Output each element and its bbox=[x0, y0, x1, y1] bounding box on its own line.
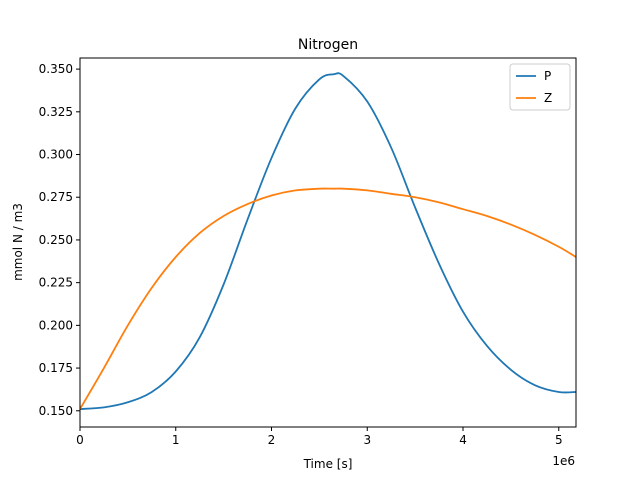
legend-label-z: Z bbox=[544, 91, 552, 105]
y-tick-label: 0.275 bbox=[39, 190, 73, 204]
x-tick-label: 0 bbox=[76, 433, 84, 447]
series-line-p bbox=[80, 72, 576, 410]
legend-box bbox=[509, 63, 571, 111]
chart-title: Nitrogen bbox=[298, 37, 358, 53]
axes-frame bbox=[79, 57, 577, 428]
y-tick-label: 0.325 bbox=[39, 105, 73, 119]
x-axis-label: Time [s] bbox=[303, 457, 353, 471]
y-tick-label: 0.300 bbox=[39, 148, 73, 162]
y-tick-label: 0.150 bbox=[39, 404, 73, 418]
plot-area: 0 1 2 3 4 5 0.150 0.175 0.200 0.225 0.250 0.275 0.30… bbox=[39, 57, 577, 447]
y-tick-label: 0.350 bbox=[39, 62, 73, 76]
y-tick-label: 0.225 bbox=[39, 276, 73, 290]
series-line-z bbox=[80, 187, 576, 410]
x-tick-label: 3 bbox=[363, 433, 371, 447]
x-axis-offset-label: 1e6 bbox=[552, 454, 575, 468]
x-tick-label: 1 bbox=[172, 433, 180, 447]
y-tick-label: 0.175 bbox=[39, 361, 73, 375]
x-tick-label: 2 bbox=[268, 433, 276, 447]
legend-label-p: P bbox=[544, 69, 551, 83]
x-tick-label: 5 bbox=[555, 433, 563, 447]
y-tick-label: 0.250 bbox=[39, 233, 73, 247]
y-axis-label: mmol N / m3 bbox=[11, 203, 25, 281]
x-tick-label: 4 bbox=[459, 433, 467, 447]
y-tick-label: 0.200 bbox=[39, 318, 73, 332]
